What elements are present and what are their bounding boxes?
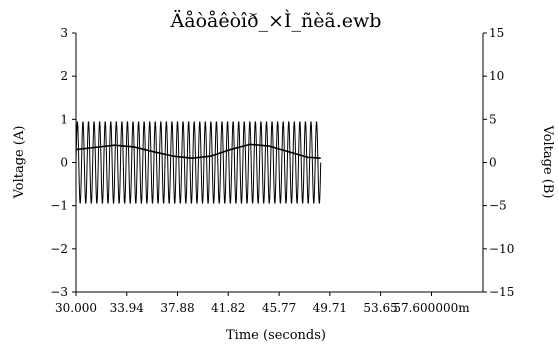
x-tick-label: 49.71 bbox=[313, 301, 347, 315]
chart-title: Äåòåêòîð_×Ì_ñèã.ewb bbox=[170, 9, 382, 32]
x-tick-label: 41.82 bbox=[211, 301, 245, 315]
x-tick-label: 45.77 bbox=[262, 301, 296, 315]
x-tick-label: 53.65 bbox=[363, 301, 397, 315]
y-right-tick-label: 5 bbox=[489, 112, 497, 126]
x-axis-label: Time (seconds) bbox=[226, 328, 326, 343]
y-right-tick-label: −10 bbox=[489, 242, 514, 256]
series-envelope-line bbox=[75, 143, 321, 159]
series-oscillation-line bbox=[75, 121, 322, 204]
y-left-tick-label: −1 bbox=[50, 199, 68, 213]
y-left-tick-label: 3 bbox=[60, 26, 68, 40]
y-right-tick-label: 10 bbox=[489, 69, 504, 83]
x-tick-label: 30.000 bbox=[55, 301, 97, 315]
x-tick-label: 57.600000m bbox=[393, 301, 470, 315]
y-right-tick-label: 0 bbox=[489, 156, 497, 170]
y-right-tick-label: 15 bbox=[489, 26, 504, 40]
x-tick-label: 33.94 bbox=[110, 301, 145, 315]
y-right-tick-label: −5 bbox=[489, 199, 507, 213]
y-left-tick-label: 2 bbox=[60, 69, 68, 83]
y-left-tick-label: −2 bbox=[50, 242, 68, 256]
y-right-tick-label: −15 bbox=[489, 285, 514, 299]
y-left-tick-label: 0 bbox=[60, 156, 68, 170]
x-tick-label: 37.88 bbox=[160, 301, 194, 315]
y-left-tick-label: −3 bbox=[50, 285, 68, 299]
y-axis-label-left: Voltage (A) bbox=[12, 126, 27, 200]
y-left-tick-label: 1 bbox=[60, 112, 68, 126]
y-axis-label-right: Voltage (B) bbox=[540, 125, 555, 199]
